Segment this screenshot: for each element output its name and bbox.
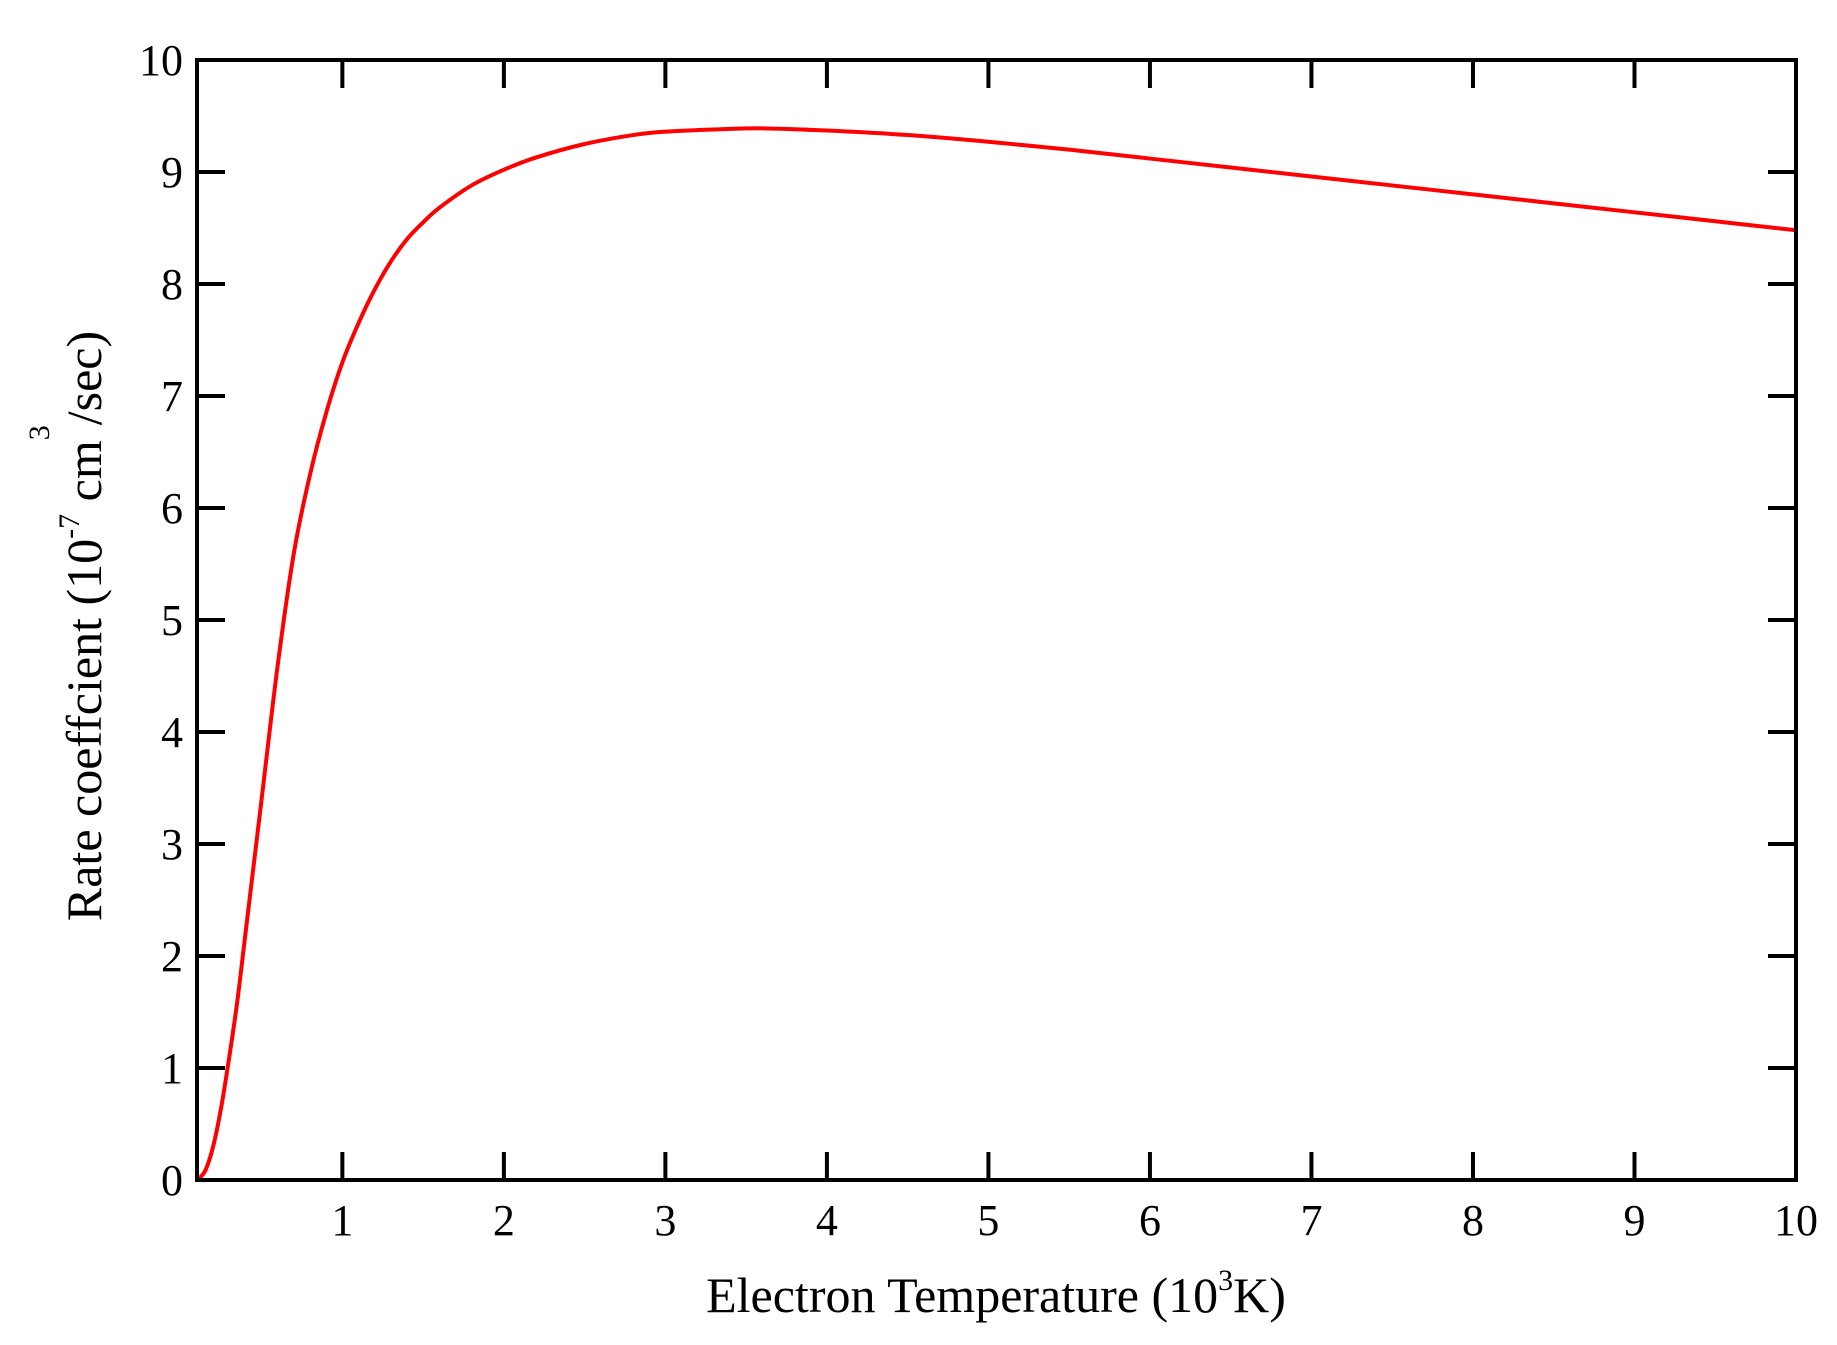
x-tick-label: 7 — [1300, 1196, 1322, 1245]
y-tick-label: 4 — [161, 708, 183, 757]
y-tick-label: 0 — [161, 1156, 183, 1205]
y-tick-label: 2 — [161, 932, 183, 981]
y-tick-label: 3 — [161, 820, 183, 869]
x-tick-label: 2 — [493, 1196, 515, 1245]
x-tick-label: 4 — [816, 1196, 838, 1245]
axis-tick-labels: 1 2 3 4 5 6 7 8 9 10 0 1 2 3 4 5 6 7 8 9 10 — [139, 36, 1818, 1245]
y-axis-label: Rate coeffcient (10-7 cm3/sec) — [23, 331, 112, 921]
y-tick-label: 5 — [161, 596, 183, 645]
y-tick-label: 6 — [161, 484, 183, 533]
y-tick-label: 9 — [161, 148, 183, 197]
plot-frame — [195, 58, 1798, 1182]
x-tick-label: 5 — [977, 1196, 999, 1245]
series-line — [195, 126, 1798, 1182]
y-tick-label: 1 — [161, 1044, 183, 1093]
x-tick-label: 8 — [1462, 1196, 1484, 1245]
x-tick-label: 10 — [1774, 1196, 1818, 1245]
x-axis-label: Electron Temperature (103K) — [706, 1264, 1286, 1323]
x-tick-label: 3 — [654, 1196, 676, 1245]
y-tick-label: 7 — [161, 372, 183, 421]
y-tick-label: 10 — [139, 36, 183, 85]
x-tick-label: 9 — [1623, 1196, 1645, 1245]
x-tick-label: 1 — [331, 1196, 353, 1245]
y-tick-label: 8 — [161, 260, 183, 309]
x-tick-label: 6 — [1139, 1196, 1161, 1245]
